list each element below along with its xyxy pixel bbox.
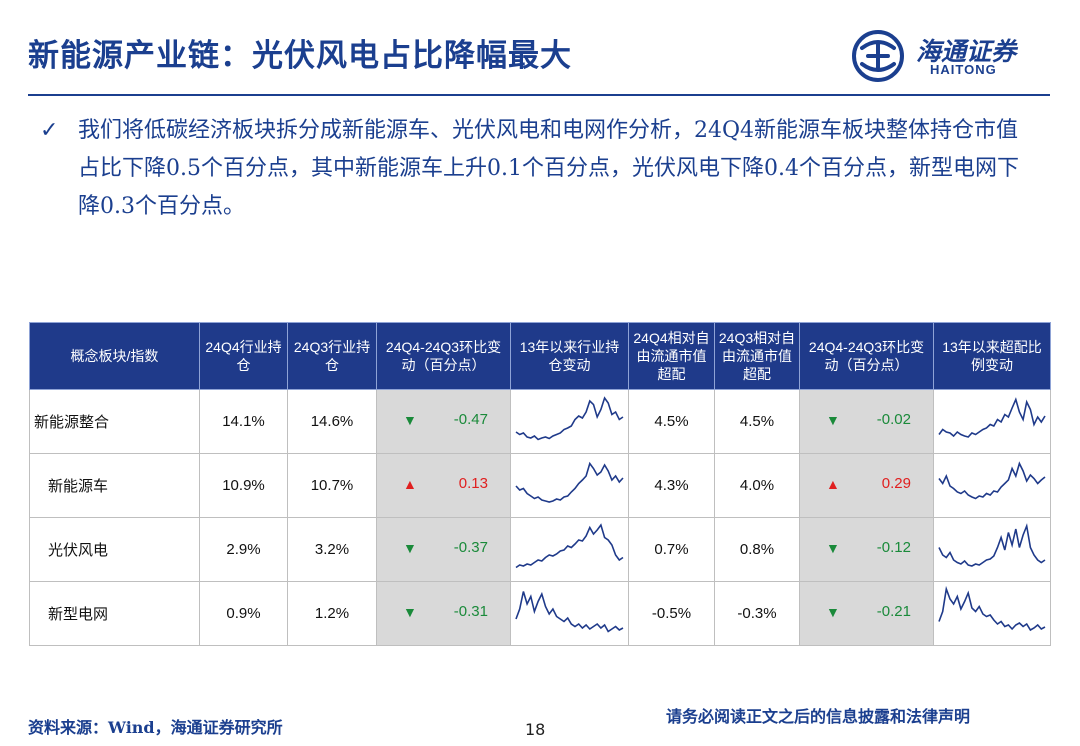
- row-q3-holding: 3.2%: [287, 517, 377, 582]
- change-value: 0.29: [881, 475, 911, 492]
- down-arrow-icon: ▼: [826, 604, 840, 620]
- row-q4-overweight: -0.5%: [628, 581, 715, 646]
- down-arrow-icon: ▼: [403, 412, 417, 428]
- overweight-sparkline: [933, 517, 1051, 582]
- row-name: 光伏风电: [29, 517, 200, 582]
- row-q4-holding: 2.9%: [199, 517, 288, 582]
- row-holding-change: ▲ 0.13: [376, 453, 511, 518]
- sparkline-chart: [515, 461, 624, 503]
- overweight-sparkline: [933, 453, 1051, 518]
- sparkline-line: [515, 395, 624, 440]
- page-number: 18: [525, 720, 546, 739]
- row-overweight-change: ▲ 0.29: [799, 453, 934, 518]
- header-q4-overweight: 24Q4相对自由流通市值超配: [628, 322, 715, 390]
- sparkline-line: [938, 460, 1046, 499]
- change-value: -0.47: [453, 411, 488, 428]
- row-q4-holding: 14.1%: [199, 389, 288, 454]
- table-row: 新型电网 0.9% 1.2% ▼ -0.31 -0.5% -0.3% ▼ -0.21: [29, 581, 1051, 646]
- change-value: -0.37: [453, 539, 488, 556]
- source-note: 资料来源：Wind，海通证券研究所: [28, 718, 283, 737]
- row-holding-change: ▼ -0.47: [376, 389, 511, 454]
- sparkline-chart: [938, 585, 1046, 631]
- header-overweight-trend: 13年以来超配比例变动: [933, 322, 1051, 390]
- row-q3-overweight: 0.8%: [714, 517, 800, 582]
- table-header-row: 概念板块/指数 24Q4行业持仓 24Q3行业持仓 24Q4-24Q3环比变动（…: [29, 322, 1051, 390]
- sparkline-chart: [938, 460, 1046, 499]
- holding-sparkline: [510, 389, 629, 454]
- sparkline-line: [515, 522, 624, 568]
- row-q4-overweight: 0.7%: [628, 517, 715, 582]
- sparkline-chart: [515, 522, 624, 568]
- down-arrow-icon: ▼: [403, 540, 417, 556]
- row-q3-overweight: 4.0%: [714, 453, 800, 518]
- summary-text: 我们将低碳经济板块拆分成新能源车、光伏风电和电网作分析，24Q4新能源车板块整体…: [78, 118, 1019, 219]
- row-name: 新能源车: [29, 453, 200, 518]
- header-sector: 概念板块/指数: [29, 322, 200, 390]
- company-logo: 海通证券 HAITONG: [848, 28, 1048, 84]
- sparkline-line: [515, 461, 624, 503]
- up-arrow-icon: ▲: [403, 476, 417, 492]
- sparkline-chart: [515, 395, 624, 440]
- header-holding-trend: 13年以来行业持仓变动: [510, 322, 629, 390]
- sparkline-chart: [938, 522, 1046, 567]
- table-row: 新能源车 10.9% 10.7% ▲ 0.13 4.3% 4.0% ▲ 0.29: [29, 453, 1051, 518]
- row-name: 新能源整合: [29, 389, 200, 454]
- row-q4-holding: 10.9%: [199, 453, 288, 518]
- header-q4-holding: 24Q4行业持仓: [199, 322, 288, 390]
- row-overweight-change: ▼ -0.02: [799, 389, 934, 454]
- sparkline-chart: [515, 590, 624, 633]
- title-divider: [28, 94, 1050, 96]
- row-q3-overweight: -0.3%: [714, 581, 800, 646]
- change-value: 0.13: [458, 475, 488, 492]
- down-arrow-icon: ▼: [826, 540, 840, 556]
- sparkline-line: [938, 585, 1046, 631]
- sparkline-line: [515, 590, 624, 633]
- sparkline-chart: [938, 396, 1046, 438]
- up-arrow-icon: ▲: [826, 476, 840, 492]
- table-row: 新能源整合 14.1% 14.6% ▼ -0.47 4.5% 4.5% ▼ -0.0…: [29, 389, 1051, 454]
- row-q4-overweight: 4.5%: [628, 389, 715, 454]
- page-title: 新能源产业链：光伏风电占比降幅最大: [28, 38, 572, 74]
- overweight-sparkline: [933, 389, 1051, 454]
- down-arrow-icon: ▼: [826, 412, 840, 428]
- overweight-sparkline: [933, 581, 1051, 646]
- change-value: -0.12: [876, 539, 911, 556]
- logo-english-text: HAITONG: [930, 62, 997, 77]
- header-q3-overweight: 24Q3相对自由流通市值超配: [714, 322, 800, 390]
- header-holding-change: 24Q4-24Q3环比变动（百分点）: [376, 322, 511, 390]
- logo-chinese-text: 海通证券: [916, 37, 1017, 66]
- table-row: 光伏风电 2.9% 3.2% ▼ -0.37 0.7% 0.8% ▼ -0.12: [29, 517, 1051, 582]
- holding-sparkline: [510, 581, 629, 646]
- row-q3-holding: 10.7%: [287, 453, 377, 518]
- holding-sparkline: [510, 453, 629, 518]
- haitong-emblem-icon: [852, 30, 904, 82]
- change-value: -0.02: [876, 411, 911, 428]
- row-overweight-change: ▼ -0.12: [799, 517, 934, 582]
- header-overweight-change: 24Q4-24Q3环比变动（百分点）: [799, 322, 934, 390]
- holdings-table: 概念板块/指数 24Q4行业持仓 24Q3行业持仓 24Q4-24Q3环比变动（…: [29, 322, 1051, 646]
- header-q3-holding: 24Q3行业持仓: [287, 322, 377, 390]
- row-holding-change: ▼ -0.37: [376, 517, 511, 582]
- sparkline-line: [938, 396, 1046, 438]
- holding-sparkline: [510, 517, 629, 582]
- row-q3-overweight: 4.5%: [714, 389, 800, 454]
- checkmark-icon: ✓: [40, 118, 59, 143]
- down-arrow-icon: ▼: [403, 604, 417, 620]
- row-q4-holding: 0.9%: [199, 581, 288, 646]
- row-overweight-change: ▼ -0.21: [799, 581, 934, 646]
- row-q4-overweight: 4.3%: [628, 453, 715, 518]
- row-q3-holding: 14.6%: [287, 389, 377, 454]
- row-holding-change: ▼ -0.31: [376, 581, 511, 646]
- disclaimer-note: 请务必阅读正文之后的信息披露和法律声明: [666, 707, 971, 726]
- change-value: -0.31: [453, 603, 488, 620]
- sparkline-line: [938, 522, 1046, 567]
- row-name: 新型电网: [29, 581, 200, 646]
- row-q3-holding: 1.2%: [287, 581, 377, 646]
- change-value: -0.21: [876, 603, 911, 620]
